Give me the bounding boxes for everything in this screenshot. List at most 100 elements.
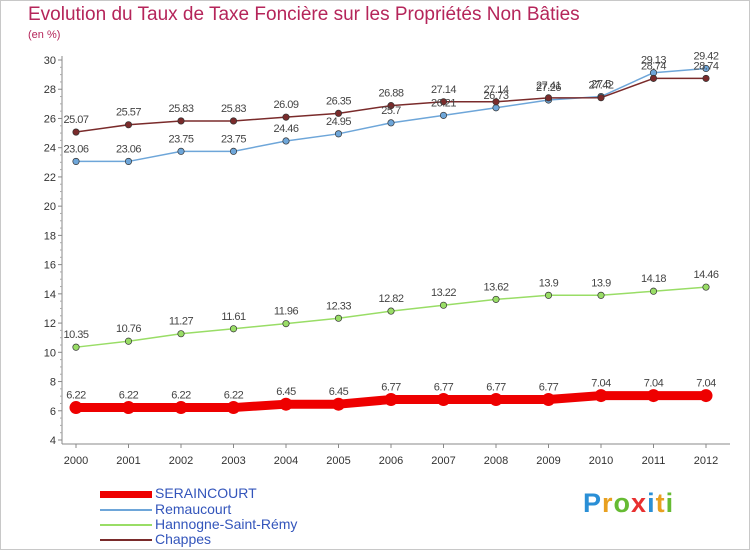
data-point-seraincourt [384, 393, 398, 407]
x-tick-label: 2001 [116, 455, 140, 467]
data-point-remaucourt [124, 157, 133, 165]
data-point-hannogne-saint-remy [702, 283, 710, 291]
data-label-seraincourt: 6.22 [171, 390, 191, 402]
data-label-remaucourt: 23.06 [63, 143, 88, 155]
data-label-hannogne-saint-remy: 11.61 [221, 311, 246, 323]
data-label-chappes: 27.41 [536, 80, 561, 92]
data-point-seraincourt [699, 389, 713, 403]
data-label-remaucourt: 23.06 [116, 143, 141, 155]
y-tick-label: 30 [44, 55, 56, 67]
data-point-seraincourt [594, 389, 608, 403]
data-label-chappes: 25.83 [168, 103, 193, 115]
y-tick-label: 18 [44, 230, 56, 242]
legend-swatch-chappes [100, 539, 152, 541]
data-label-seraincourt: 6.77 [486, 382, 506, 394]
data-label-remaucourt: 24.46 [273, 123, 298, 135]
logo-letter: P [583, 488, 603, 518]
data-label-seraincourt: 6.77 [539, 382, 559, 394]
data-point-hannogne-saint-remy [177, 330, 185, 338]
data-label-remaucourt: 23.75 [168, 133, 193, 145]
data-label-seraincourt: 7.04 [591, 378, 611, 390]
data-point-chappes [649, 74, 658, 82]
data-label-remaucourt: 29.42 [693, 50, 718, 62]
data-label-hannogne-saint-remy: 11.96 [274, 306, 299, 318]
data-label-chappes: 25.83 [221, 103, 246, 115]
data-point-remaucourt [229, 147, 238, 155]
y-tick-label: 26 [44, 113, 56, 125]
data-label-chappes: 27.14 [483, 84, 508, 96]
logo-letter: i [647, 488, 656, 518]
data-label-hannogne-saint-remy: 13.9 [539, 277, 559, 289]
logo-letter: o [613, 488, 632, 518]
data-label-seraincourt: 6.22 [66, 390, 86, 402]
data-label-hannogne-saint-remy: 13.9 [591, 277, 611, 289]
data-point-hannogne-saint-remy [334, 314, 343, 322]
data-point-chappes [439, 98, 448, 106]
data-point-chappes [597, 94, 605, 102]
data-label-remaucourt: 29.13 [641, 55, 666, 67]
data-point-seraincourt [69, 401, 83, 415]
y-tick-label: 4 [50, 435, 56, 447]
data-point-remaucourt [492, 104, 500, 112]
data-point-hannogne-saint-remy [124, 337, 133, 345]
y-tick-label: 8 [50, 377, 56, 389]
legend-swatch-hannogne [100, 524, 152, 526]
x-tick-label: 2008 [484, 455, 508, 467]
data-point-chappes [177, 117, 185, 125]
data-label-seraincourt: 7.04 [644, 378, 664, 390]
data-label-hannogne-saint-remy: 11.27 [169, 316, 194, 328]
data-point-chappes [124, 121, 133, 129]
y-tick-label: 14 [44, 289, 56, 301]
data-label-remaucourt: 27.5 [591, 79, 611, 91]
x-tick-label: 2012 [694, 455, 718, 467]
legend-swatch-seraincourt [100, 491, 152, 498]
y-tick-label: 22 [44, 172, 56, 184]
data-label-chappes: 28.74 [693, 60, 718, 72]
data-point-seraincourt [122, 401, 135, 415]
data-point-hannogne-saint-remy [72, 343, 80, 351]
x-tick-label: 2009 [536, 455, 560, 467]
data-point-seraincourt [279, 397, 293, 411]
data-label-seraincourt: 6.22 [224, 390, 244, 402]
data-point-seraincourt [174, 401, 188, 415]
x-tick-label: 2005 [326, 455, 350, 467]
x-tick-label: 2002 [169, 455, 193, 467]
data-label-hannogne-saint-remy: 10.35 [63, 329, 88, 341]
y-tick-label: 10 [44, 347, 56, 359]
data-point-seraincourt [227, 401, 240, 415]
legend-label-remaucourt: Remaucourt [155, 501, 232, 517]
data-point-hannogne-saint-remy [492, 295, 500, 303]
y-tick-label: 24 [44, 143, 56, 155]
data-label-seraincourt: 6.77 [434, 382, 454, 394]
data-point-remaucourt [387, 119, 395, 127]
data-point-hannogne-saint-remy [597, 291, 605, 299]
data-label-chappes: 26.09 [273, 99, 298, 111]
data-point-remaucourt [177, 147, 185, 155]
logo-letter: t [655, 488, 666, 518]
data-point-hannogne-saint-remy [387, 307, 395, 315]
data-point-remaucourt [72, 157, 80, 165]
x-tick-label: 2010 [589, 455, 613, 467]
data-label-hannogne-saint-remy: 13.62 [483, 281, 508, 293]
proxiti-logo: Proxiti [583, 488, 674, 519]
logo-letter: r [602, 488, 614, 518]
data-label-hannogne-saint-remy: 13.22 [431, 287, 456, 299]
data-point-remaucourt [282, 137, 290, 145]
data-label-remaucourt: 24.95 [326, 116, 351, 128]
data-point-chappes [334, 109, 343, 117]
data-label-chappes: 28.74 [641, 60, 666, 72]
data-label-seraincourt: 7.04 [696, 378, 716, 390]
data-point-seraincourt [332, 397, 345, 411]
y-tick-label: 12 [44, 318, 56, 330]
data-label-remaucourt: 25.7 [381, 105, 401, 117]
data-label-remaucourt: 27.26 [536, 82, 561, 94]
data-point-chappes [544, 94, 553, 102]
legend-label-hannogne: Hannogne-Saint-Rémy [155, 516, 298, 532]
data-label-hannogne-saint-remy: 14.46 [693, 269, 718, 281]
legend-label-seraincourt: SERAINCOURT [155, 485, 257, 501]
data-point-chappes [492, 98, 500, 106]
legend-swatch-remaucourt [100, 509, 152, 511]
data-point-chappes [229, 117, 238, 125]
